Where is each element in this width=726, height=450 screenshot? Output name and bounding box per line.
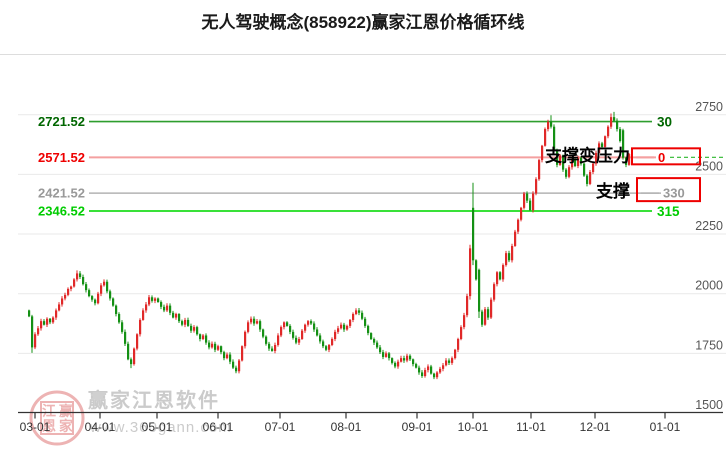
- svg-text:2500: 2500: [695, 159, 723, 173]
- price-level-lines: [89, 120, 661, 212]
- watermark: 江赢恩 家赢家江恩软件 www.360gann.com: [29, 388, 232, 446]
- svg-text:1750: 1750: [695, 338, 723, 352]
- svg-text:家: 家: [59, 418, 74, 434]
- svg-text:2571.52: 2571.52: [38, 150, 85, 165]
- level-annotations: 2721.52 30 2571.52 0 支撑变压力 2421.52 330 支撑 2346.5…: [38, 114, 726, 219]
- svg-text:1500: 1500: [695, 398, 723, 412]
- x-axis: 03-01 04-01 05-01 06-01 07-01 08-01 09-01 10-01…: [18, 411, 723, 434]
- svg-text:2721.52: 2721.52: [38, 114, 85, 129]
- svg-text:恩: 恩: [42, 418, 56, 434]
- svg-text:10-01: 10-01: [458, 420, 489, 434]
- svg-text:2000: 2000: [695, 279, 723, 293]
- svg-text:330: 330: [663, 186, 685, 201]
- svg-text:08-01: 08-01: [331, 420, 362, 434]
- svg-text:03-01: 03-01: [20, 420, 51, 434]
- level-value-box: [631, 147, 701, 166]
- svg-text:2750: 2750: [695, 100, 723, 114]
- svg-text:05-01: 05-01: [142, 420, 173, 434]
- svg-text:www.360gann.com: www.360gann.com: [89, 419, 232, 436]
- svg-text:315: 315: [657, 204, 680, 219]
- svg-text:赢家江恩软件: 赢家江恩软件: [88, 388, 220, 412]
- page-title: 无人驾驶概念(858922)赢家江恩价格循环线: [201, 13, 525, 32]
- svg-text:30: 30: [657, 115, 672, 130]
- svg-text:赢: 赢: [59, 403, 73, 419]
- svg-text:11-01: 11-01: [516, 420, 546, 434]
- svg-text:2346.52: 2346.52: [38, 204, 85, 219]
- candles-layer: [28, 111, 631, 380]
- level-value-box: [636, 177, 701, 203]
- svg-text:09-01: 09-01: [402, 420, 433, 434]
- watermark-seal-icon: [29, 390, 85, 446]
- svg-text:12-01: 12-01: [580, 420, 611, 434]
- svg-text:江: 江: [42, 403, 56, 419]
- svg-text:2421.52: 2421.52: [38, 186, 85, 201]
- svg-text:07-01: 07-01: [265, 420, 296, 434]
- svg-text:06-01: 06-01: [203, 420, 234, 434]
- gridlines: [18, 114, 726, 354]
- svg-text:2250: 2250: [695, 219, 723, 233]
- y-axis-labels: 2750 2500 2250 2000 1750 1500: [695, 100, 723, 412]
- svg-text:支撑变压力: 支撑变压力: [545, 145, 630, 165]
- svg-text:支撑: 支撑: [596, 181, 630, 201]
- svg-text:01-01: 01-01: [650, 420, 681, 434]
- svg-text:04-01: 04-01: [85, 420, 116, 434]
- svg-text:0: 0: [658, 150, 665, 165]
